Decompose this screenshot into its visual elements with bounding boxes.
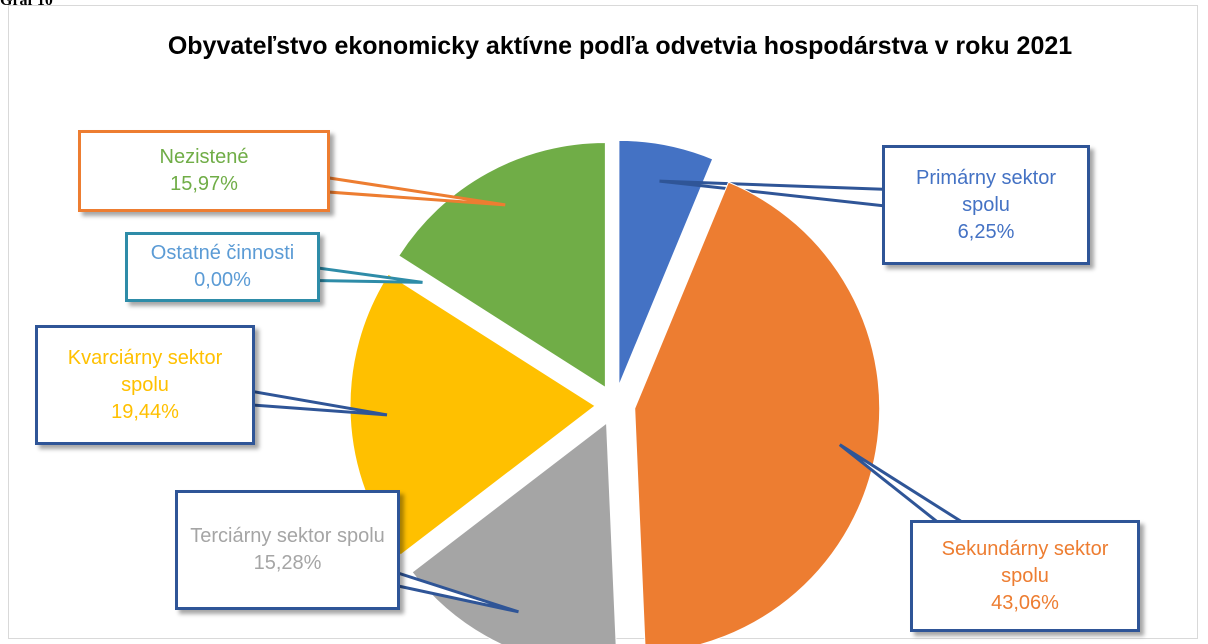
label-value: 0,00% [194, 269, 251, 291]
data-label: Nezistené 15,97% [78, 130, 330, 212]
label-value: 6,25% [957, 220, 1015, 243]
label-name: Sekundárny sektor spolu [941, 537, 1109, 587]
data-label: Sekundárny sektor spolu 43,06% [910, 520, 1140, 632]
caption: Graf 10 [0, 0, 53, 9]
label-value: 43,06% [991, 591, 1059, 614]
label-value: 15,97% [170, 173, 238, 195]
chart-title: Obyvateľstvo ekonomicky aktívne podľa od… [167, 32, 1073, 60]
pie-slice [634, 181, 881, 644]
data-label: Terciárny sektor spolu 15,28% [175, 490, 400, 610]
label-name: Primárny sektor spolu [915, 166, 1057, 216]
label-name: Terciárny sektor spolu [190, 525, 385, 547]
pie-slice [618, 139, 714, 386]
label-value: 19,44% [111, 400, 179, 423]
label-name: Kvarciárny sektor spolu [67, 346, 223, 396]
data-label: Ostatné činnosti 0,00% [125, 232, 320, 302]
data-label: Primárny sektor spolu 6,25% [882, 145, 1090, 265]
label-name: Nezistené [159, 146, 249, 168]
pie-slice [398, 141, 606, 389]
data-label: Kvarciárny sektor spolu 19,44% [35, 325, 255, 445]
label-name: Ostatné činnosti [150, 242, 295, 264]
label-value: 15,28% [253, 552, 322, 574]
